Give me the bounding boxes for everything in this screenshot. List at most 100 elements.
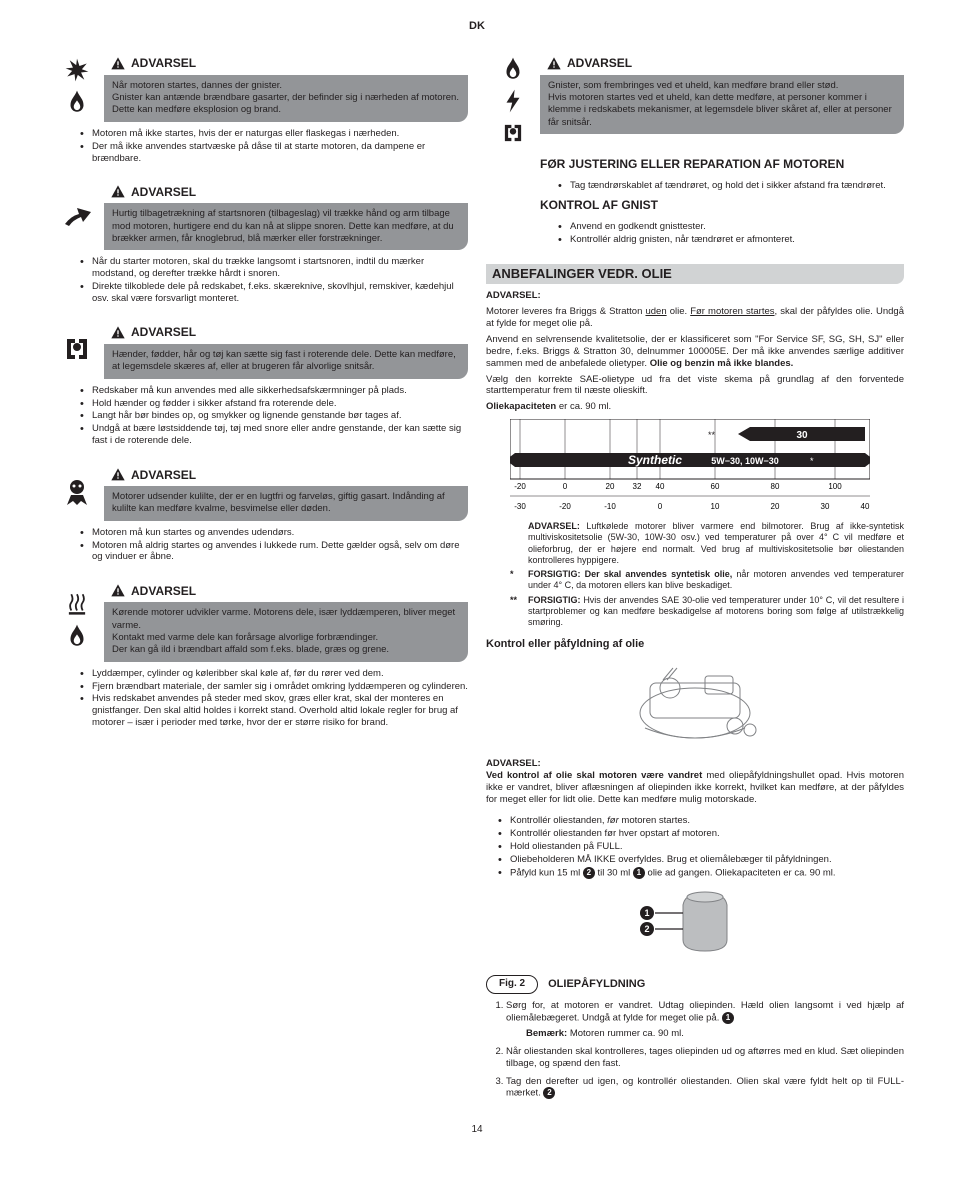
- hot-icon: [64, 591, 90, 621]
- list-item: Hold hænder og fødder i sikker afstand f…: [80, 398, 468, 410]
- list-item: Direkte tilkoblede dele på redskabet, f.…: [80, 281, 468, 305]
- step-item: Sørg for, at motoren er vandret. Udtag o…: [506, 1000, 904, 1040]
- left-column: ADVARSEL Når motoren startes, dannes der…: [50, 54, 468, 1106]
- svg-text:30: 30: [796, 430, 808, 441]
- warning-label: ADVARSEL: [104, 465, 468, 486]
- subsection-heading: FØR JUSTERING ELLER REPARATION AF MOTORE…: [486, 157, 904, 172]
- list-item: Der må ikke anvendes startvæske på dåse …: [80, 141, 468, 165]
- svg-text:-30: -30: [514, 502, 526, 511]
- list-item: Når du starter motoren, skal du trække l…: [80, 256, 468, 280]
- warning-label: ADVARSEL: [104, 182, 468, 203]
- fire-icon: [64, 89, 90, 119]
- warning-bullets: Når du starter motoren, skal du trække l…: [50, 250, 468, 305]
- warning-block: ADVARSEL Når motoren startes, dannes der…: [50, 54, 468, 165]
- page-number: 14: [50, 1124, 904, 1137]
- warning-icons: [50, 581, 104, 661]
- list-item: Oliebeholderen MÅ IKKE overfyldes. Brug …: [498, 854, 904, 866]
- svg-text:30: 30: [821, 502, 830, 511]
- list-item: Anvend en godkendt gnisttester.: [558, 221, 904, 233]
- warning-label: ADVARSEL: [540, 54, 904, 75]
- figure-label: Fig. 2 OLIEPÅFYLDNING: [486, 975, 904, 994]
- svg-text:0: 0: [563, 482, 568, 491]
- subsection-heading: KONTROL AF GNIST: [486, 198, 904, 213]
- list-item: Påfyld kun 15 ml 2 til 30 ml 1 olie ad g…: [498, 867, 904, 879]
- warning-block: ADVARSEL Motorer udsender kulilte, der e…: [50, 465, 468, 563]
- warning-block: ADVARSEL Hurtig tilbagetrækning af start…: [50, 182, 468, 305]
- subsection-bullets: Anvend en godkendt gnisttester.Kontrollé…: [486, 215, 904, 246]
- shock-icon: [500, 88, 526, 118]
- svg-text:20: 20: [771, 502, 780, 511]
- list-item: Kontrollér oliestanden før hver opstart …: [498, 828, 904, 840]
- warning-icons: [50, 465, 104, 521]
- list-item: Redskaber må kun anvendes med alle sikke…: [80, 385, 468, 397]
- warning-body: Gnister, som frembringes ved et uheld, k…: [540, 75, 904, 134]
- entangle-icon: [500, 120, 526, 150]
- warning-bullets: Motoren må ikke startes, hvis der er nat…: [50, 122, 468, 165]
- warning-label: ADVARSEL: [104, 54, 468, 75]
- oil-capacity: Oliekapaciteten er ca. 90 ml.: [486, 401, 904, 413]
- warning-bullets: Motoren må kun startes og anvendes udend…: [50, 521, 468, 564]
- svg-text:100: 100: [828, 482, 842, 491]
- warning-icons: [50, 182, 104, 250]
- list-item: Motoren må kun startes og anvendes udend…: [80, 527, 468, 539]
- warning-icons: [50, 54, 104, 122]
- svg-text:60: 60: [711, 482, 720, 491]
- warning-icons: [486, 54, 540, 152]
- adv-label: ADVARSEL:: [486, 290, 541, 301]
- warning-body: Kørende motorer udvikler varme. Motorens…: [104, 602, 468, 661]
- fig-title: OLIEPÅFYLDNING: [548, 978, 645, 992]
- svg-text:80: 80: [771, 482, 780, 491]
- warning-block-right: ADVARSEL Gnister, som frembringes ved et…: [486, 54, 904, 246]
- oil-p2: Anvend en selvrensende kvalitetsolie, de…: [486, 334, 904, 370]
- fig-number: Fig. 2: [486, 975, 538, 994]
- oil-temp-chart: ** 30 Synthetic 5W−30, 10W−30 * °F °C -2…: [510, 419, 904, 517]
- list-item: Kontrollér oliestanden, før motoren star…: [498, 815, 904, 827]
- toxic-icon: [61, 475, 93, 511]
- svg-text:5W−30, 10W−30: 5W−30, 10W−30: [711, 456, 779, 466]
- list-item: Tag tændrørskablet af tændrøret, og hold…: [558, 180, 904, 192]
- svg-text:-10: -10: [604, 502, 616, 511]
- svg-text:20: 20: [606, 482, 615, 491]
- page-lang: DK: [50, 20, 904, 34]
- svg-text:40: 40: [861, 502, 870, 511]
- engine-illustration: [486, 658, 904, 752]
- svg-text:1: 1: [644, 908, 649, 918]
- oil-cup-illustration: 1 2: [486, 885, 904, 965]
- list-item: Hvis redskabet anvendes på steder med sk…: [80, 693, 468, 729]
- fill-adv-label: ADVARSEL:: [486, 758, 541, 769]
- list-item: Hold oliestanden på FULL.: [498, 841, 904, 853]
- list-item: Undgå at bære løstsiddende tøj, tøj med …: [80, 423, 468, 447]
- warning-label: ADVARSEL: [104, 323, 468, 344]
- entangle-icon: [61, 333, 93, 369]
- warning-body: Hænder, fødder, hår og tøj kan sætte sig…: [104, 344, 468, 379]
- list-item: Langt hår bør bindes op, og smykker og l…: [80, 410, 468, 422]
- svg-text:40: 40: [656, 482, 665, 491]
- fill-adv-text: Ved kontrol af olie skal motoren være va…: [486, 770, 904, 806]
- chart-notes: ADVARSEL: Luftkølede motorer bliver varm…: [486, 521, 904, 628]
- section-title-oil: ANBEFALINGER VEDR. OLIE: [486, 264, 904, 284]
- svg-text:2: 2: [644, 924, 649, 934]
- svg-text:10: 10: [711, 502, 720, 511]
- fire-icon: [500, 56, 526, 86]
- warning-body: Hurtig tilbagetrækning af startsnoren (t…: [104, 203, 468, 250]
- right-column: ADVARSEL Gnister, som frembringes ved et…: [486, 54, 904, 1106]
- warning-label-text: ADVARSEL: [567, 56, 632, 71]
- warning-bullets: Lyddæmper, cylinder og køleribber skal k…: [50, 662, 468, 729]
- warning-body: Motorer udsender kulilte, der er en lugt…: [104, 486, 468, 521]
- oil-adv-text: Motorer leveres fra Briggs & Stratton ud…: [486, 306, 904, 330]
- fire-icon: [64, 623, 90, 653]
- warning-block: ADVARSEL Kørende motorer udvikler varme.…: [50, 581, 468, 729]
- warning-bullets: Redskaber må kun anvendes med alle sikke…: [50, 379, 468, 447]
- svg-text:-20: -20: [514, 482, 526, 491]
- warning-block: ADVARSEL Hænder, fødder, hår og tøj kan …: [50, 323, 468, 447]
- svg-text:32: 32: [633, 482, 642, 491]
- explosion-icon: [64, 57, 90, 87]
- warning-body: Når motoren startes, dannes der gnister.…: [104, 75, 468, 122]
- svg-text:*: *: [810, 456, 814, 466]
- step-item: Tag den derefter ud igen, og kontrollér …: [506, 1076, 904, 1100]
- warning-label: ADVARSEL: [104, 581, 468, 602]
- svg-text:-20: -20: [559, 502, 571, 511]
- list-item: Kontrollér aldrig gnisten, når tændrøret…: [558, 234, 904, 246]
- svg-text:0: 0: [658, 502, 663, 511]
- fill-heading: Kontrol eller påfyldning af olie: [486, 638, 904, 652]
